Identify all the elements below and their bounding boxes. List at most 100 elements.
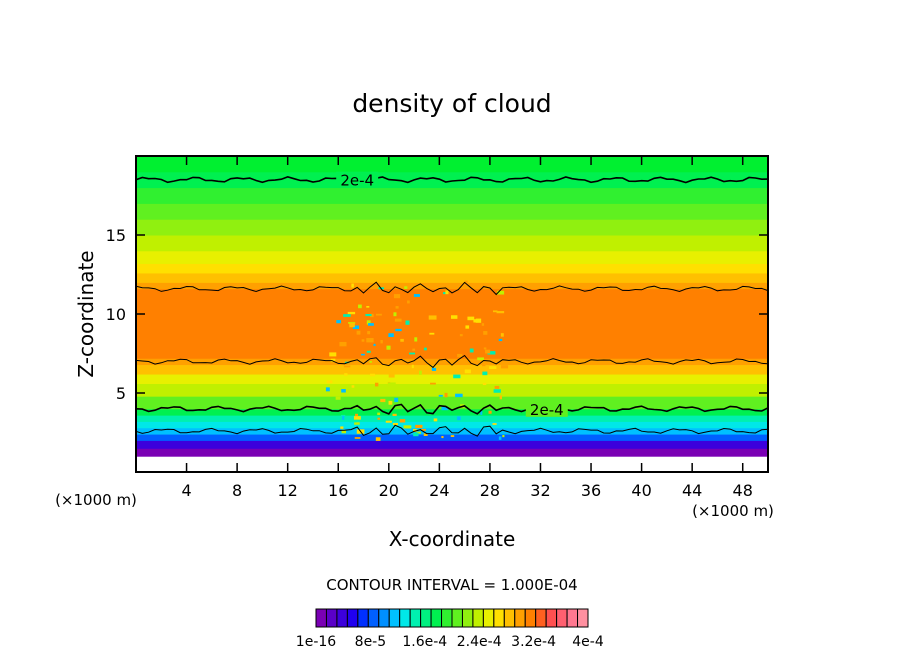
contour-line-4	[136, 424, 768, 437]
density-band-20	[136, 203, 768, 220]
plume-cell	[464, 280, 468, 284]
plume-cell	[365, 313, 372, 317]
colorbar-swatch	[378, 608, 390, 628]
density-band-13	[136, 288, 768, 359]
x-tick-label: 44	[682, 481, 702, 500]
colorbar-swatch	[482, 608, 495, 628]
plume-cell	[483, 347, 487, 350]
density-band-9	[136, 383, 768, 397]
colorbar-labels: 1e-16 8e-5 1.6e-4 2.4e-4 3.2e-4 4e-4	[296, 634, 604, 650]
plume-cell	[369, 373, 376, 377]
colorbar-swatch	[503, 608, 516, 628]
plume-cell	[375, 313, 382, 316]
plume-cell	[341, 389, 346, 393]
plume-cell	[455, 393, 463, 398]
plume-cell	[430, 382, 436, 385]
plume-cell	[343, 365, 351, 368]
plume-cell	[326, 380, 333, 384]
plume-cell	[361, 353, 365, 356]
density-band-19	[136, 219, 768, 236]
plume-cell	[392, 422, 398, 426]
plume-cell	[467, 316, 475, 321]
plume-cell	[444, 392, 448, 398]
contour-interval-text: CONTOUR INTERVAL = 1.000E-04	[326, 576, 577, 594]
plume-cell	[366, 320, 371, 325]
colorbar-swatch	[357, 608, 369, 628]
plume-cell	[459, 334, 463, 337]
plume-cell	[368, 323, 374, 326]
plume-cell	[367, 331, 371, 335]
plume-cell	[457, 416, 461, 421]
plume-cell	[419, 370, 422, 375]
plume-cell	[386, 345, 391, 350]
x-tick-label: 36	[581, 481, 601, 500]
plume-cell	[485, 349, 491, 354]
x-tick-label: 16	[328, 481, 348, 500]
plume-cell	[457, 353, 463, 358]
colorbar-label: 1e-16	[296, 634, 336, 650]
plume-cell	[330, 358, 336, 362]
x-tick-label: 20	[379, 481, 399, 500]
y-tick-label: 10	[106, 305, 126, 324]
contour-lines	[136, 176, 768, 437]
plume-cell	[421, 428, 426, 431]
density-band-21	[136, 187, 768, 204]
plume-cell	[374, 382, 379, 387]
plume-cell	[387, 382, 396, 387]
x-tick-label: 40	[631, 481, 651, 500]
y-axis-label: Z-coordinate	[74, 250, 98, 377]
plume-cell	[349, 322, 355, 328]
plume-cell	[329, 352, 337, 357]
plume-cell	[341, 429, 347, 434]
contour-line-0	[136, 176, 768, 184]
convective-plume-region	[325, 280, 509, 441]
plume-cell	[335, 396, 341, 400]
contour-labels: 2e-4 2e-4	[336, 171, 568, 419]
contour-label: 2e-4	[530, 401, 564, 419]
density-band-7	[136, 408, 768, 416]
plume-cell	[443, 292, 446, 295]
colorbar-swatch	[315, 608, 327, 628]
plume-cell	[424, 347, 427, 351]
plume-cell	[473, 366, 479, 369]
contour-label: 2e-4	[340, 172, 374, 190]
x-unit-left: (×1000 m)	[55, 491, 137, 509]
colorbar-swatch	[524, 608, 537, 628]
plume-cell	[373, 343, 376, 347]
plume-cell	[399, 419, 406, 423]
plume-cell	[489, 366, 497, 369]
plume-cell	[394, 397, 399, 403]
plume-cell	[411, 364, 414, 369]
plume-cell	[498, 436, 502, 440]
plume-cell	[339, 341, 347, 347]
colorbar-swatch	[430, 608, 443, 628]
plume-cell	[413, 294, 420, 297]
colorbar-label: 2.4e-4	[457, 634, 502, 650]
x-tick-label: 28	[480, 481, 500, 500]
plume-cell	[369, 360, 372, 363]
plume-cell	[343, 314, 351, 317]
plume-cell	[481, 323, 485, 326]
plume-cell	[380, 398, 386, 403]
density-band-0	[136, 456, 768, 472]
plume-cell	[395, 328, 402, 332]
plume-cell	[433, 418, 438, 422]
x-unit-right: (×1000 m)	[692, 502, 774, 520]
x-tick-label: 48	[733, 481, 753, 500]
colorbar-swatch	[441, 608, 453, 628]
colorbar-swatch	[545, 608, 558, 628]
plume-cell	[494, 385, 500, 389]
plume-cell	[394, 318, 402, 322]
plot-bands	[136, 156, 768, 472]
plume-cell	[366, 338, 374, 343]
plume-cell	[400, 338, 404, 342]
contour-label-bg	[525, 400, 568, 417]
plume-cell	[414, 337, 418, 342]
plume-cell	[407, 300, 410, 304]
colorbar-swatch	[367, 608, 380, 628]
plume-cell	[502, 435, 505, 438]
plume-cell	[423, 433, 428, 437]
plume-cell	[431, 367, 437, 371]
colorbar-label: 4e-4	[572, 634, 604, 650]
plume-cell	[403, 425, 412, 429]
